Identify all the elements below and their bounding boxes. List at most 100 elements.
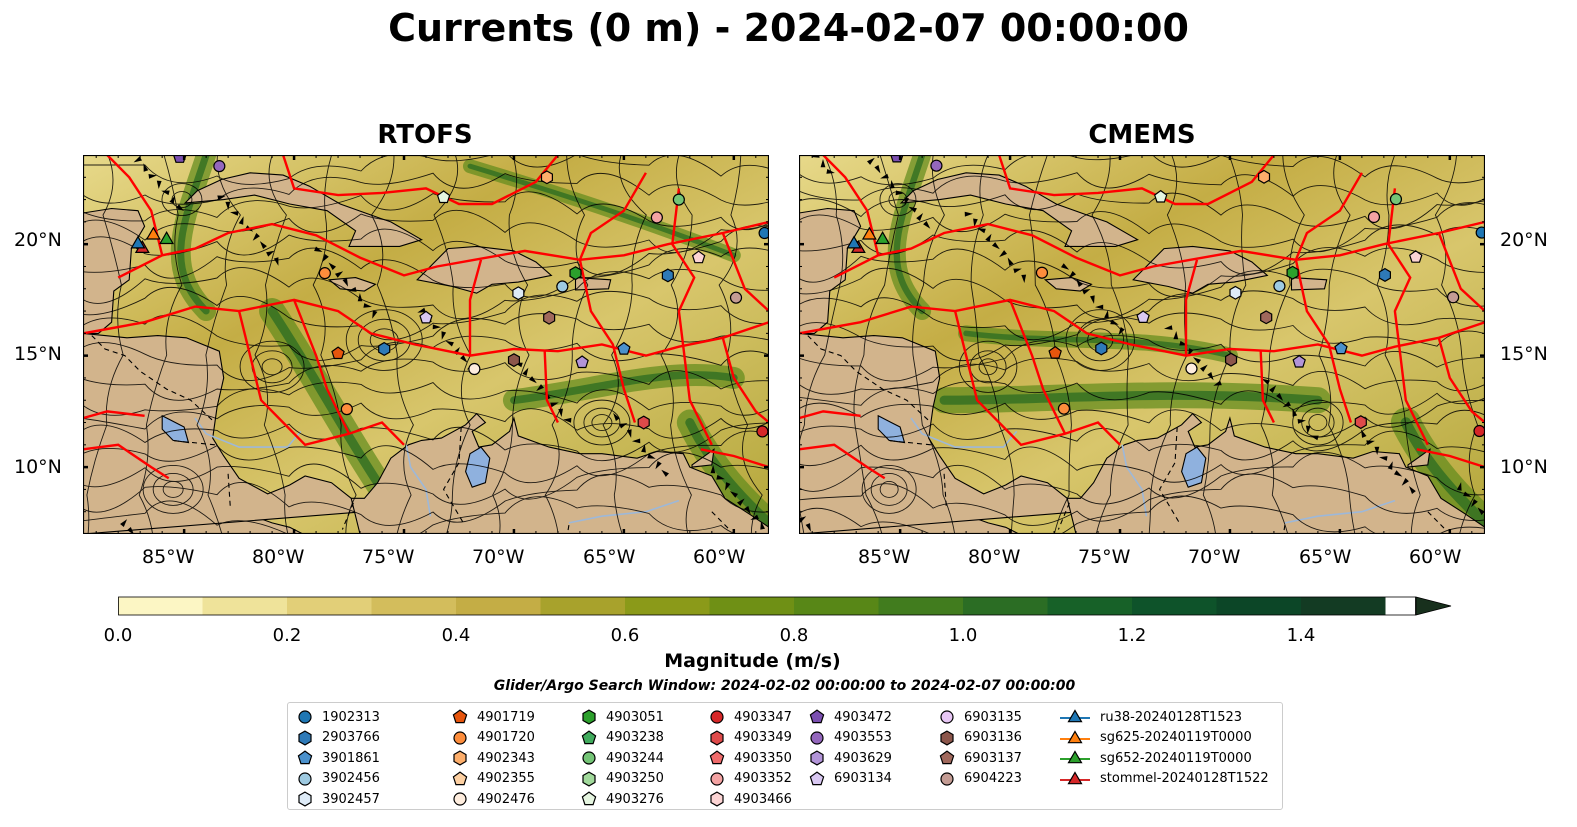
legend-marker-icon <box>298 710 312 724</box>
legend-marker <box>940 772 954 786</box>
panel-title-cmems: CMEMS <box>1088 120 1196 150</box>
legend-marker-icon <box>581 791 597 806</box>
legend-marker <box>710 710 724 724</box>
legend-item: 6903136 <box>938 728 1022 749</box>
current-speed-core <box>267 306 387 494</box>
legend-marker-icon <box>453 792 467 806</box>
argo-float-marker <box>1153 189 1168 203</box>
legend-marker <box>298 791 312 807</box>
country-border <box>1427 511 1446 530</box>
current-speed-core <box>1400 417 1485 529</box>
colorbar-tick-0: 0.0 <box>103 625 133 646</box>
legend-marker <box>453 750 467 766</box>
legend-label: 3901861 <box>322 750 380 766</box>
legend-marker-icon <box>453 731 467 745</box>
argo-float-marker <box>1225 352 1238 367</box>
lake-lakeMaracaibo <box>465 446 491 488</box>
lon-label-65w-right: 65°W <box>1299 546 1352 568</box>
legend-item: sg652-20240119T0000 <box>1058 748 1269 769</box>
argo-float-marker <box>419 310 433 324</box>
lon-label-80w-left: 80°W <box>252 546 305 568</box>
legend-marker-icon <box>452 709 468 724</box>
land-hispaniola <box>1132 245 1269 294</box>
legend-item: stommel-20240128T1522 <box>1058 769 1269 790</box>
land-cuba <box>899 172 1139 247</box>
lon-label-75w-left: 75°W <box>362 546 415 568</box>
legend-marker-icon <box>809 709 825 724</box>
legend-marker-icon <box>297 750 313 765</box>
legend-item: 4903276 <box>580 789 664 810</box>
legend-item: 4903553 <box>808 728 892 749</box>
argo-float-marker <box>543 310 556 325</box>
legend-column: 4901719 4901720 4902343 4902355 4902476 <box>451 707 535 810</box>
land-trinidad <box>1407 448 1431 468</box>
argo-float-marker <box>661 268 674 283</box>
argo-float-marker <box>1389 193 1403 206</box>
legend-label: 6903135 <box>964 709 1022 725</box>
legend-marker-icon <box>298 772 312 786</box>
legend-item: 4903238 <box>580 728 664 749</box>
argo-float-marker <box>1136 310 1150 323</box>
argo-float-marker <box>1334 341 1348 355</box>
legend-marker <box>810 750 824 766</box>
land-southAmerica <box>1066 412 1485 534</box>
legend-label: 4901720 <box>477 730 535 746</box>
map-ticks <box>83 155 769 534</box>
argo-float-marker <box>1273 279 1286 293</box>
legend-marker-icon <box>1060 771 1090 785</box>
legend-label: 6903137 <box>964 750 1022 766</box>
legend-item: 4903347 <box>708 707 792 728</box>
legend-label: 4903472 <box>834 709 892 725</box>
legend-marker <box>452 771 468 785</box>
country-border <box>711 511 730 530</box>
legend-marker-icon <box>581 730 597 744</box>
legend-label: 4903466 <box>734 791 792 807</box>
legend-label: ru38-20240128T1523 <box>1100 709 1243 725</box>
legend-marker-icon <box>809 771 825 785</box>
current-speed-core <box>685 417 769 528</box>
legend-marker-icon <box>939 750 955 765</box>
argo-float-marker <box>575 355 589 369</box>
legend-item: sg625-20240119T0000 <box>1058 728 1269 749</box>
legend-label: 4903250 <box>606 771 664 787</box>
legend-item: 1902313 <box>296 707 380 728</box>
glider-marker <box>846 235 862 249</box>
legend-item: 6903137 <box>938 748 1022 769</box>
lon-label-60w-left: 60°W <box>693 546 746 568</box>
legend-triangle <box>1067 750 1083 764</box>
country-border <box>807 335 932 423</box>
legend-label: 4903629 <box>834 750 892 766</box>
current-speed-core <box>939 390 1323 405</box>
legend-marker <box>581 730 597 744</box>
lon-label-70w-left: 70°W <box>472 546 525 568</box>
legend-marker-icon <box>452 771 468 785</box>
legend-marker-icon <box>298 730 312 746</box>
river-line <box>568 499 680 524</box>
argo-float-marker <box>1354 415 1367 430</box>
legend-marker <box>582 771 596 787</box>
argo-float-marker <box>729 291 743 304</box>
lat-label-20n-right: 20°N <box>1500 229 1548 251</box>
colorbar <box>118 596 1452 616</box>
legend-triangle <box>1067 771 1083 785</box>
legend-marker <box>939 750 955 765</box>
legend-marker-icon <box>710 730 724 746</box>
legend-label: 4903352 <box>734 771 792 787</box>
lat-label-10n-left: 10°N <box>14 456 62 478</box>
legend-marker-icon <box>582 751 596 765</box>
land-cuba <box>183 172 423 247</box>
legend-label: 6904223 <box>964 771 1022 787</box>
glider-marker <box>145 226 161 240</box>
glider-marker <box>875 230 891 245</box>
legend-marker-icon <box>1060 709 1090 723</box>
legend-label: 6903134 <box>834 771 892 787</box>
argo-float-marker <box>569 266 582 281</box>
colorbar-tick-3: 0.6 <box>610 625 640 646</box>
lon-label-70w-right: 70°W <box>1188 546 1241 568</box>
legend-marker-icon <box>940 730 954 746</box>
legend-marker <box>809 771 825 785</box>
current-speed-core <box>177 155 210 315</box>
legend-marker <box>298 710 312 724</box>
argo-float-marker <box>213 160 226 173</box>
current-speed-core <box>893 155 926 315</box>
